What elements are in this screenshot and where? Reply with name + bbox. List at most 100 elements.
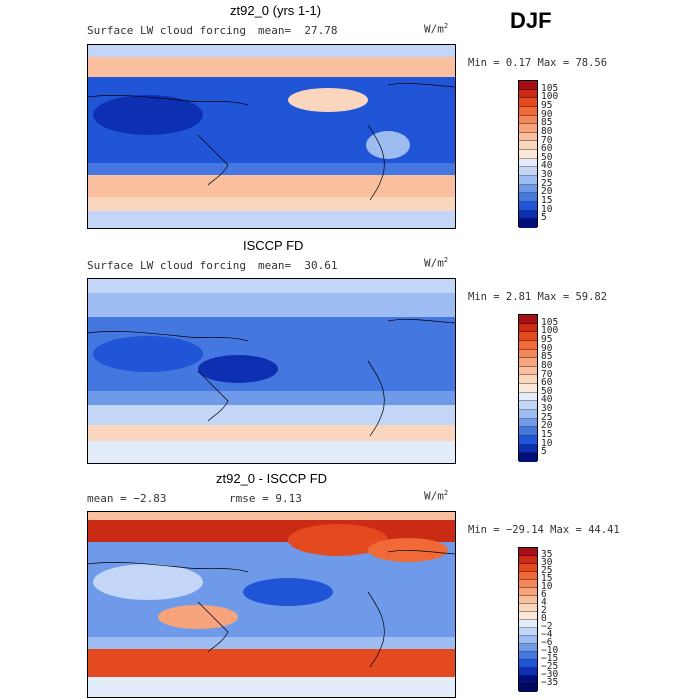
colorbar-tick-label: 30 <box>541 403 553 415</box>
colorbar-tick-label: 0 <box>541 613 547 624</box>
colorbar-tick-label: 35 <box>541 549 553 560</box>
colorbar-tick-label: 20 <box>541 186 553 198</box>
panel-1-variable-label: Surface LW cloud forcing <box>87 24 246 37</box>
panel-3-colorbar <box>518 547 538 692</box>
colorbar-swatch <box>519 158 537 168</box>
colorbar-tick-label: 2 <box>541 605 547 616</box>
colorbar-swatch <box>519 636 537 644</box>
colorbar-tick-label: 40 <box>541 160 553 172</box>
colorbar-swatch <box>519 358 537 367</box>
colorbar-tick-label: 100 <box>541 325 559 337</box>
colorbar-swatch <box>519 89 537 99</box>
colorbar-tick-label: 70 <box>541 368 553 380</box>
colorbar-swatch <box>519 548 537 556</box>
colorbar-tick-label: 15 <box>541 573 553 584</box>
panel-1-title: zt92_0 (yrs 1-1) <box>230 3 322 18</box>
colorbar-tick-label: 95 <box>541 99 553 111</box>
colorbar-swatch <box>519 612 537 620</box>
colorbar-swatch <box>519 660 537 668</box>
colorbar-swatch <box>519 668 537 676</box>
colorbar-swatch <box>519 98 537 107</box>
colorbar-tick-label: −30 <box>541 669 559 680</box>
colorbar-swatch <box>519 580 537 588</box>
colorbar-tick-label: 25 <box>541 177 553 189</box>
season-label: DJF <box>510 8 552 33</box>
colorbar-swatch <box>519 564 537 572</box>
panel-1-units: W/m2 <box>424 22 449 36</box>
colorbar-swatch <box>519 115 537 125</box>
colorbar-tick-label: 60 <box>541 143 553 155</box>
panel-3-mean: mean = −2.83 <box>87 492 167 505</box>
colorbar-swatch <box>519 176 537 185</box>
colorbar-tick-label: −6 <box>541 637 553 648</box>
colorbar-tick-label: 4 <box>541 597 547 608</box>
colorbar-swatch <box>519 453 537 462</box>
colorbar-swatch <box>519 652 537 660</box>
colorbar-tick-label: 95 <box>541 333 553 345</box>
colorbar-tick-label: 15 <box>541 429 553 441</box>
colorbar-tick-label: −25 <box>541 661 559 672</box>
colorbar-swatch <box>519 401 537 411</box>
colorbar-swatch <box>519 427 537 436</box>
colorbar-swatch <box>519 384 537 393</box>
colorbar-swatch <box>519 81 537 90</box>
colorbar-swatch <box>519 332 537 341</box>
panel-1-colorbar <box>518 80 538 228</box>
colorbar-swatch <box>519 644 537 652</box>
colorbar-swatch <box>519 323 537 333</box>
panel-2-mean-label: mean= 30.61 <box>258 259 338 272</box>
colorbar-swatch <box>519 620 537 628</box>
panel-3-units: W/m2 <box>424 489 449 503</box>
panel-2-mean-value: 30.61 <box>304 259 338 272</box>
panel-1-mean-label: mean= 27.78 <box>258 24 338 37</box>
panel-2-colorbar <box>518 314 538 462</box>
colorbar-tick-label: 30 <box>541 557 553 568</box>
colorbar-tick-label: −35 <box>541 677 559 688</box>
colorbar-tick-label: 40 <box>541 394 553 406</box>
colorbar-tick-label: −4 <box>541 629 553 640</box>
colorbar-tick-label: 70 <box>541 134 553 146</box>
colorbar-tick-label: 25 <box>541 565 553 576</box>
colorbar-swatch <box>519 184 537 194</box>
colorbar-tick-label: 30 <box>541 169 553 181</box>
colorbar-swatch <box>519 572 537 580</box>
panel-1-map <box>87 44 456 229</box>
colorbar-swatch <box>519 676 537 684</box>
colorbar-tick-label: 85 <box>541 351 553 363</box>
colorbar-swatch <box>519 604 537 612</box>
colorbar-swatch <box>519 366 537 376</box>
colorbar-tick-label: 60 <box>541 377 553 389</box>
panel-2-units: W/m2 <box>424 256 449 270</box>
colorbar-tick-label: 90 <box>541 342 553 354</box>
panel-1-minmax: Min = 0.17 Max = 78.56 <box>468 57 608 69</box>
colorbar-tick-label: 6 <box>541 589 547 600</box>
colorbar-tick-label: 50 <box>541 385 553 397</box>
colorbar-tick-label: 10 <box>541 581 553 592</box>
colorbar-tick-label: −10 <box>541 645 559 656</box>
panel-2-minmax: Min = 2.81 Max = 59.82 <box>468 291 608 303</box>
colorbar-swatch <box>519 392 537 402</box>
colorbar-swatch <box>519 167 537 177</box>
colorbar-tick-label: 50 <box>541 151 553 163</box>
colorbar-swatch <box>519 340 537 350</box>
panel-3-rmse: rmse = 9.13 <box>229 492 302 505</box>
colorbar-swatch <box>519 193 537 202</box>
colorbar-swatch <box>519 435 537 445</box>
colorbar-swatch <box>519 375 537 385</box>
colorbar-swatch <box>519 410 537 419</box>
colorbar-tick-label: 90 <box>541 108 553 120</box>
colorbar-tick-label: 20 <box>541 420 553 432</box>
colorbar-swatch <box>519 684 537 692</box>
colorbar-swatch <box>519 628 537 636</box>
colorbar-swatch <box>519 201 537 211</box>
colorbar-swatch <box>519 124 537 133</box>
colorbar-swatch <box>519 596 537 604</box>
colorbar-tick-label: −2 <box>541 621 553 632</box>
colorbar-swatch <box>519 315 537 324</box>
colorbar-swatch <box>519 588 537 596</box>
panel-1-mean-value: 27.78 <box>304 24 338 37</box>
colorbar-swatch <box>519 219 537 228</box>
colorbar-tick-label: 105 <box>541 316 559 328</box>
colorbar-swatch <box>519 349 537 359</box>
colorbar-tick-label: 105 <box>541 82 559 94</box>
